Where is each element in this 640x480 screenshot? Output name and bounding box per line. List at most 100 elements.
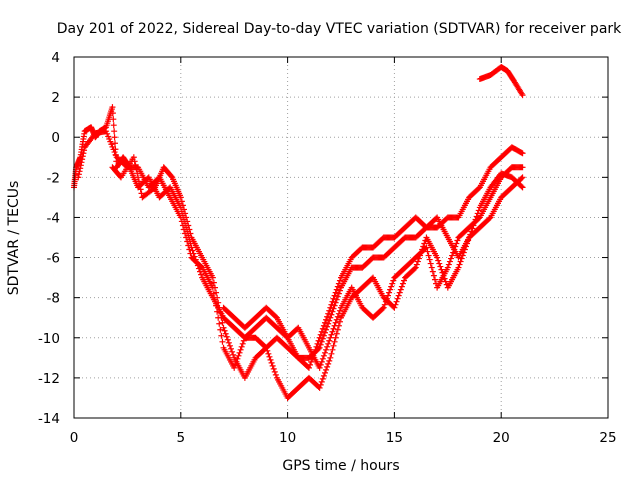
data-point — [387, 286, 394, 293]
data-point — [335, 280, 342, 287]
data-point — [393, 298, 400, 305]
data-point — [323, 316, 330, 323]
y-tick-label: -6 — [47, 251, 60, 267]
data-point — [436, 260, 443, 267]
data-point — [519, 150, 526, 157]
y-tick-labels: -14 -12 -10 -8 -6 -4 -2 0 2 4 — [38, 50, 60, 427]
data-point — [380, 304, 387, 311]
data-point — [475, 207, 482, 214]
data-point — [388, 283, 395, 290]
data-point — [185, 242, 192, 249]
data-point — [427, 260, 434, 267]
data-point — [79, 153, 86, 160]
data-point — [138, 190, 145, 197]
data-point — [395, 292, 402, 299]
data-point — [229, 348, 236, 355]
data-point — [391, 304, 398, 311]
data-point — [394, 295, 401, 302]
data-point — [336, 307, 343, 314]
data-point — [326, 357, 333, 364]
data-point — [187, 250, 194, 257]
data-point — [333, 330, 340, 337]
data-point — [386, 289, 393, 296]
data-point — [519, 184, 526, 191]
data-point — [263, 344, 270, 351]
data-point — [319, 375, 326, 382]
data-point — [435, 257, 442, 264]
data-point — [315, 337, 322, 344]
data-point — [131, 158, 138, 165]
data-point — [109, 104, 116, 111]
data-point — [471, 219, 478, 226]
data-point — [442, 278, 449, 285]
data-point — [223, 333, 230, 340]
data-point — [434, 254, 441, 261]
data-point — [417, 252, 424, 259]
data-point — [518, 183, 525, 190]
data-point — [314, 340, 321, 347]
data-point — [177, 214, 184, 221]
data-point — [311, 349, 318, 356]
data-point — [81, 147, 88, 154]
data-point — [454, 237, 461, 244]
data-point — [209, 274, 216, 281]
data-point — [210, 279, 217, 286]
data-point — [456, 261, 463, 268]
data-point — [310, 352, 317, 359]
data-point — [415, 255, 422, 262]
data-point — [469, 225, 476, 232]
data-point — [324, 363, 331, 370]
data-point — [108, 141, 115, 148]
data-point — [133, 166, 140, 173]
data-point — [319, 335, 326, 342]
data-point — [75, 171, 82, 178]
data-point — [237, 346, 244, 353]
data-point — [198, 263, 205, 270]
data-point — [327, 304, 334, 311]
data-point — [420, 243, 427, 250]
data-point — [109, 143, 116, 150]
data-point — [334, 293, 341, 300]
series-track-2 — [75, 128, 526, 371]
x-tick-label: 10 — [279, 430, 296, 446]
data-point — [215, 299, 222, 306]
data-point — [424, 248, 431, 255]
data-point — [105, 133, 112, 140]
x-tick-label: 15 — [386, 430, 403, 446]
data-point — [111, 149, 118, 156]
y-tick-label: 0 — [51, 130, 60, 146]
data-point — [475, 185, 482, 192]
series-track-4 — [220, 174, 526, 371]
data-point — [130, 154, 137, 161]
data-point — [326, 307, 333, 314]
data-point — [235, 352, 242, 359]
data-point — [320, 332, 327, 339]
data-point — [439, 269, 446, 276]
data-point — [448, 255, 455, 262]
data-point — [75, 174, 82, 181]
x-tick-label: 5 — [177, 430, 186, 446]
data-point — [312, 346, 319, 353]
x-tick-label: 20 — [493, 430, 510, 446]
data-point — [449, 252, 456, 259]
data-point — [421, 240, 428, 247]
data-point — [181, 226, 188, 233]
data-point — [419, 246, 426, 253]
data-point — [112, 140, 119, 147]
data-point — [213, 302, 220, 309]
data-point — [413, 261, 420, 268]
data-point — [187, 230, 194, 237]
data-point — [440, 272, 447, 279]
data-point — [332, 289, 339, 296]
data-point — [179, 222, 186, 229]
data-point — [428, 264, 435, 271]
data-point — [150, 185, 157, 192]
series-track-5 — [476, 64, 526, 99]
data-point — [323, 326, 330, 333]
data-point — [324, 323, 331, 330]
data-point — [325, 310, 332, 317]
data-point — [184, 238, 191, 245]
data-point — [318, 358, 325, 365]
data-point — [320, 352, 327, 359]
data-point — [221, 327, 228, 334]
